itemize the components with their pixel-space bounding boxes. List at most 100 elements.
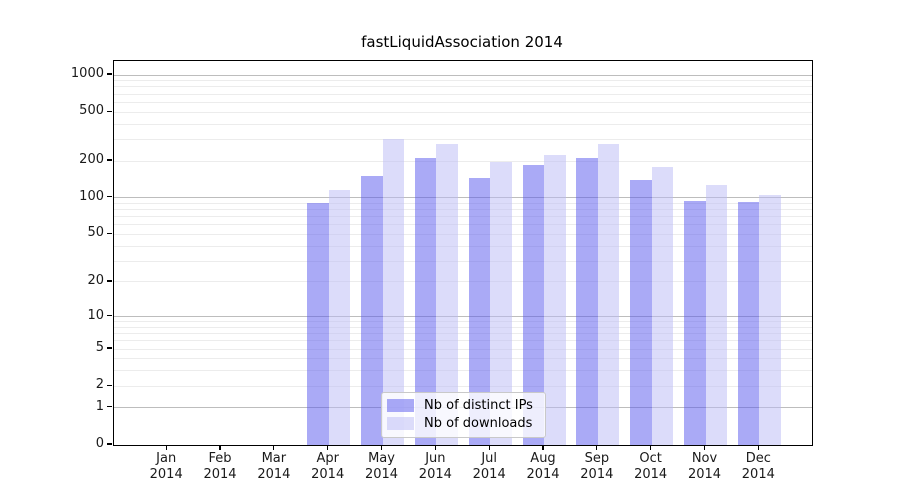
x-tick-label: Jun 2014	[418, 451, 452, 482]
minor-gridline	[114, 321, 812, 323]
y-tick-label: 20	[87, 272, 104, 288]
x-tick	[434, 445, 436, 450]
legend-label-distinct-ips: Nb of distinct IPs	[424, 398, 533, 413]
bar-downloads	[705, 184, 727, 445]
y-tick	[107, 406, 112, 408]
bar-downloads	[597, 144, 620, 445]
y-tick	[107, 280, 112, 282]
minor-gridline	[114, 86, 812, 88]
bar-downloads	[436, 144, 458, 445]
minor-gridline	[114, 123, 812, 125]
bar-distinct-ips	[361, 176, 383, 445]
x-tick	[219, 445, 221, 450]
x-tick-label: Oct 2014	[634, 451, 668, 482]
y-tick	[107, 347, 112, 349]
x-tick	[703, 445, 706, 450]
minor-gridline	[114, 80, 812, 82]
y-tick-label: 50	[87, 225, 104, 241]
bar-distinct-ips	[630, 180, 652, 445]
legend-swatch-downloads	[387, 417, 414, 430]
minor-gridline	[114, 224, 812, 226]
bar-downloads	[759, 195, 781, 445]
x-tick	[380, 445, 383, 450]
legend-item-distinct-ips: Nb of distinct IPs	[387, 398, 539, 413]
x-tick	[596, 445, 598, 450]
bar-downloads	[651, 166, 674, 445]
y-tick-label: 5	[95, 340, 104, 356]
x-tick-label: Feb 2014	[203, 451, 237, 482]
y-tick-label: 200	[79, 152, 104, 168]
y-tick	[107, 443, 112, 445]
y-tick-label: 100	[79, 188, 104, 204]
x-tick-label: Dec 2014	[741, 451, 775, 482]
x-tick-label: Jan 2014	[149, 451, 183, 482]
minor-gridline	[114, 281, 812, 283]
minor-gridline	[114, 209, 812, 211]
x-tick-label: Mar 2014	[257, 451, 291, 482]
minor-gridline	[114, 260, 812, 262]
y-tick-label: 2	[95, 377, 104, 393]
bar-distinct-ips	[684, 200, 706, 445]
chart-title: fastLiquidAssociation 2014	[361, 33, 563, 51]
minor-gridline	[114, 233, 812, 235]
minor-gridline	[114, 202, 812, 204]
x-tick	[165, 445, 167, 450]
x-tick	[488, 445, 490, 450]
minor-gridline	[114, 101, 812, 103]
x-tick-label: Jul 2014	[472, 451, 506, 482]
y-tick	[107, 110, 112, 112]
bar-distinct-ips	[468, 178, 491, 445]
legend-swatch-distinct-ips	[387, 399, 414, 412]
minor-gridline	[114, 348, 812, 350]
y-tick-label: 0	[95, 436, 104, 451]
y-tick	[107, 196, 112, 198]
minor-gridline	[114, 160, 812, 162]
legend: Nb of distinct IPs Nb of downloads	[381, 392, 546, 438]
y-tick	[107, 73, 112, 75]
minor-gridline	[114, 138, 812, 140]
y-tick	[107, 384, 112, 386]
x-tick	[542, 445, 544, 450]
minor-gridline	[114, 333, 812, 335]
minor-gridline	[114, 216, 812, 218]
legend-item-downloads: Nb of downloads	[387, 416, 539, 431]
y-tick-label: 500	[79, 103, 104, 119]
x-tick	[757, 445, 759, 450]
y-tick-label: 10	[87, 307, 104, 323]
legend-label-downloads: Nb of downloads	[424, 416, 533, 431]
x-tick-label: Apr 2014	[311, 451, 345, 482]
minor-gridline	[114, 358, 812, 360]
bar-downloads	[544, 154, 566, 445]
minor-gridline	[114, 326, 812, 328]
major-gridline	[114, 316, 812, 318]
y-tick	[107, 314, 112, 317]
minor-gridline	[114, 245, 812, 247]
plot-area: Nb of distinct IPs Nb of downloads	[113, 60, 813, 446]
y-tick-label: 1000	[70, 66, 104, 82]
x-tick	[650, 445, 652, 450]
minor-gridline	[114, 111, 812, 113]
bar-downloads	[382, 139, 405, 445]
minor-gridline	[114, 370, 812, 372]
x-tick-label: Nov 2014	[687, 451, 722, 482]
major-gridline	[114, 197, 812, 199]
y-tick	[107, 232, 112, 235]
bar-distinct-ips	[576, 158, 598, 445]
minor-gridline	[114, 385, 812, 387]
bar-downloads	[328, 190, 351, 445]
x-tick-label: Sep 2014	[580, 451, 614, 482]
x-tick	[273, 445, 275, 450]
bar-distinct-ips	[307, 203, 329, 445]
x-tick-label: May 2014	[364, 451, 399, 482]
major-gridline	[114, 74, 812, 76]
bar-downloads	[490, 162, 512, 445]
minor-gridline	[114, 340, 812, 342]
y-tick	[107, 159, 112, 161]
minor-gridline	[114, 93, 812, 95]
x-tick-label: Aug 2014	[526, 451, 560, 482]
bar-distinct-ips	[522, 165, 544, 445]
bar-distinct-ips	[737, 201, 760, 445]
y-tick-label: 1	[95, 398, 104, 414]
x-tick	[327, 445, 329, 450]
